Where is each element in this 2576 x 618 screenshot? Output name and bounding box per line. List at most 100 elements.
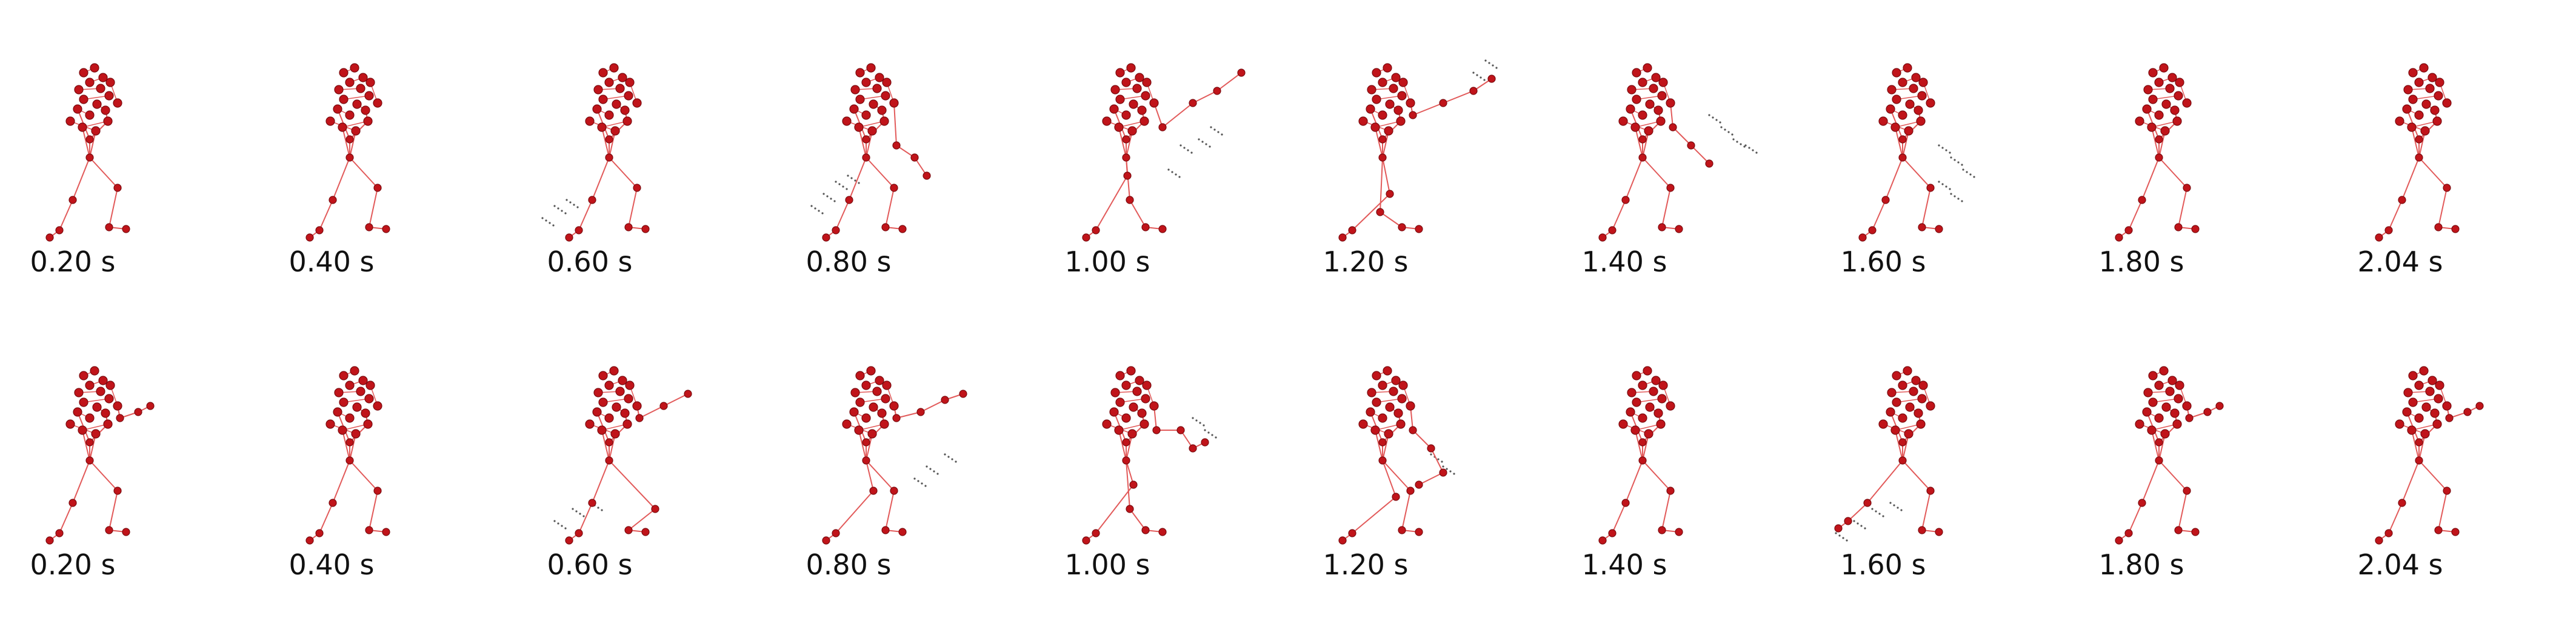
skeleton-bone <box>1401 490 1411 531</box>
skeleton-joint <box>358 376 368 385</box>
skeleton-joint <box>1657 91 1667 101</box>
motion-trail-dot <box>1178 176 1181 178</box>
skeleton-joint <box>1645 402 1655 412</box>
skeleton-joint <box>598 371 608 380</box>
skeleton-joint <box>1643 366 1652 376</box>
skeleton-bone <box>82 430 90 461</box>
skeleton-joint <box>90 63 99 73</box>
skeleton-joint <box>862 438 870 447</box>
skeleton-joint <box>1158 123 1167 131</box>
motion-trail-dot <box>951 458 953 460</box>
skeleton-joint <box>1638 153 1647 162</box>
skeleton-joint <box>632 98 642 108</box>
skeleton-joint <box>116 414 124 422</box>
skeleton-bone <box>1412 102 1444 116</box>
skeleton-joint <box>345 438 354 447</box>
motion-trail-dot <box>1950 156 1952 159</box>
skeleton-joint <box>585 419 595 429</box>
skeleton-joint <box>1385 402 1395 412</box>
skeleton-joint <box>382 225 390 233</box>
skeleton-bone <box>1412 430 1432 449</box>
skeleton-joint <box>325 116 335 126</box>
skeleton-joint <box>1887 85 1897 95</box>
skeleton-joint <box>889 401 899 411</box>
skeleton-joint <box>2425 387 2435 396</box>
skeleton-joint <box>597 122 607 132</box>
skeleton-joint <box>2155 135 2163 144</box>
skeleton-joint <box>2148 371 2158 380</box>
motion-trail-dot <box>1900 509 1903 511</box>
skeleton-joint <box>1127 429 1137 439</box>
skeleton-bone <box>1690 145 1710 164</box>
motion-trail-dot <box>810 205 813 207</box>
skeleton-joint <box>659 402 668 410</box>
skeleton-joint <box>2170 408 2180 418</box>
skeleton-bone <box>59 199 73 231</box>
skeleton-joint <box>1140 419 1149 429</box>
skeleton-joint <box>1905 402 1915 412</box>
skeleton-joint <box>2167 376 2177 385</box>
motion-trail-dot <box>1945 149 1947 151</box>
skeleton-joint <box>2408 95 2418 104</box>
skeleton-joint <box>879 116 889 126</box>
motion-trail-dot <box>566 199 568 201</box>
skeleton-joint <box>1935 225 1943 233</box>
skeleton-joint <box>575 226 583 234</box>
skeleton-joint <box>881 526 890 534</box>
skeleton-joint <box>1881 196 1890 204</box>
skeleton-joint <box>2395 419 2404 429</box>
motion-trail-dot <box>1708 114 1710 116</box>
skeleton-joint <box>1918 78 1928 87</box>
skeleton-joint <box>382 528 390 536</box>
skeleton-joint <box>622 419 632 429</box>
skeleton-joint <box>1372 397 1381 407</box>
skeleton-bone <box>1118 430 1127 461</box>
motion-trail-dot <box>1199 422 1201 424</box>
motion-trail-dot <box>1171 171 1173 173</box>
skeleton-joint <box>892 414 901 422</box>
skeleton-joint <box>633 184 641 192</box>
skeleton-joint <box>1911 73 1921 82</box>
skeleton-joint <box>855 68 865 78</box>
skeleton-joint <box>651 505 659 513</box>
skeleton-joint <box>2408 397 2418 407</box>
skeleton-joint <box>2161 402 2171 412</box>
skeleton-joint <box>849 407 859 417</box>
skeleton-joint <box>45 233 54 242</box>
skeleton-joint <box>1630 122 1640 132</box>
skeleton-joint <box>2419 366 2429 376</box>
skeleton-joint <box>333 104 342 114</box>
skeleton-bone <box>1095 484 1134 534</box>
motion-trail-dot <box>1483 79 1486 81</box>
skeleton-joint <box>1656 116 1666 126</box>
skeleton-bone <box>1352 193 1390 231</box>
skeleton-joint <box>910 153 919 162</box>
skeleton-joint <box>866 366 876 376</box>
skeleton-joint <box>622 116 632 126</box>
skeleton-joint <box>881 394 890 404</box>
skeleton-bone <box>609 157 638 188</box>
skeleton-joint <box>861 380 871 390</box>
motion-trail-dot <box>1889 502 1892 504</box>
skeleton-joint <box>624 394 633 404</box>
motion-trail-dot <box>1941 147 1944 149</box>
skeleton-joint <box>74 85 84 95</box>
skeleton-joint <box>55 529 64 537</box>
motion-trail-dot <box>1430 453 1432 456</box>
skeleton-bone <box>2128 502 2143 534</box>
skeleton-bone <box>1612 199 1626 231</box>
skeleton-figure <box>2375 63 2460 242</box>
pose-frame: 1.00 s <box>1035 24 1289 315</box>
motion-trail-dot <box>1949 188 1951 190</box>
skeleton-joint <box>1914 408 1923 418</box>
skeleton-joint <box>85 413 95 423</box>
skeleton-joint <box>2415 135 2423 144</box>
skeleton-bone <box>1126 460 1134 485</box>
skeleton-bone <box>2151 430 2160 461</box>
skeleton-joint <box>1658 223 1666 231</box>
motion-trail-dot <box>1492 64 1494 67</box>
skeleton-joint <box>592 104 602 114</box>
frame-time-label: 0.60 s <box>547 548 633 581</box>
skeleton-figure <box>1858 63 1975 242</box>
skeleton-bone <box>342 127 350 158</box>
